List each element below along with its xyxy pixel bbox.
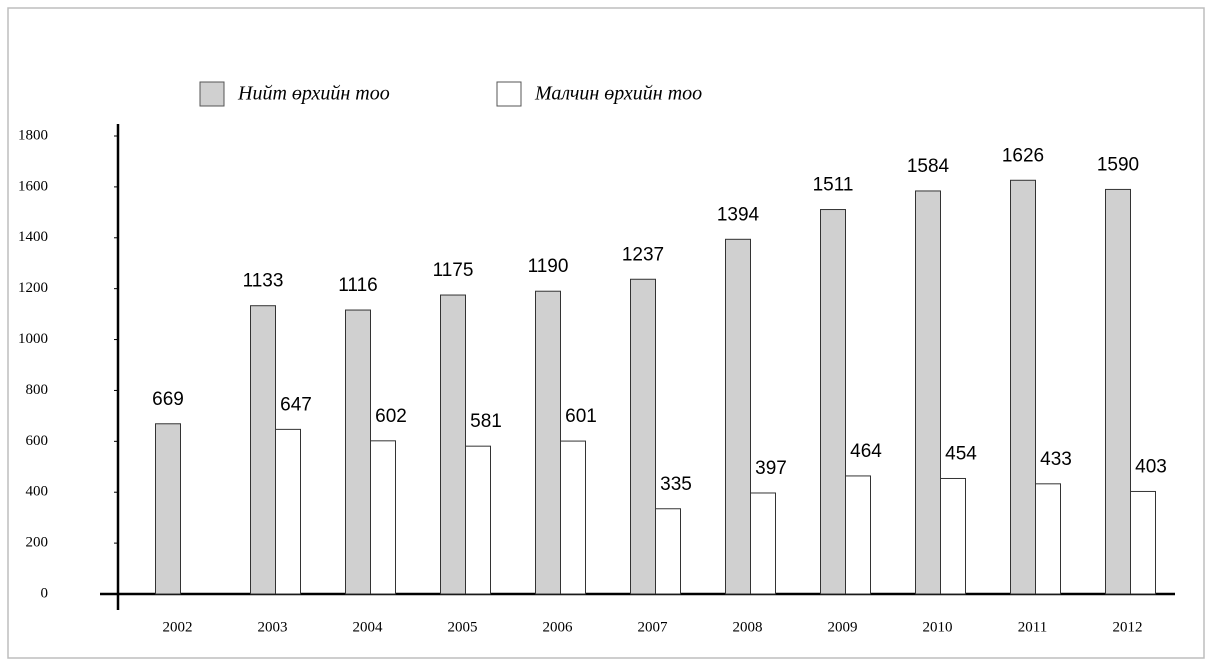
x-tick-label: 2003 [258, 619, 288, 635]
bar [535, 290, 561, 595]
value-label: 1394 [717, 204, 760, 225]
x-tick-label: 2002 [163, 619, 193, 635]
x-tick-label: 2004 [353, 619, 384, 635]
value-label: 1626 [1002, 145, 1044, 166]
legend-swatch [496, 81, 522, 107]
y-tick-label: 1000 [18, 331, 48, 347]
value-label: 581 [470, 411, 502, 432]
bar [820, 209, 846, 595]
value-label: 1116 [338, 275, 377, 296]
bar [560, 440, 586, 595]
bar [1105, 188, 1131, 595]
y-tick-label: 600 [26, 433, 49, 449]
x-tick-label: 2005 [448, 619, 478, 635]
bar [1130, 490, 1156, 595]
value-label: 1237 [622, 244, 664, 265]
bar [275, 428, 301, 595]
bar [655, 508, 681, 595]
legend-swatch [199, 81, 225, 107]
x-tick-label: 2007 [638, 619, 669, 635]
value-label: 1584 [907, 156, 950, 177]
bar [250, 305, 276, 595]
x-tick-label: 2010 [923, 619, 953, 635]
y-tick-label: 800 [26, 382, 49, 398]
value-label: 1590 [1097, 154, 1139, 175]
value-label: 433 [1040, 449, 1072, 470]
value-label: 647 [280, 394, 312, 415]
bar [155, 423, 181, 595]
bar [370, 440, 396, 595]
x-tick-label: 2009 [828, 619, 858, 635]
value-label: 454 [945, 443, 977, 464]
value-label: 1190 [528, 256, 569, 277]
bar [940, 477, 966, 595]
value-label: 602 [375, 406, 407, 427]
bar [750, 492, 776, 595]
bar [845, 475, 871, 595]
bar [1035, 483, 1061, 595]
value-label: 669 [152, 389, 184, 410]
value-label: 601 [565, 406, 597, 427]
y-tick-label: 1200 [18, 280, 48, 296]
x-tick-label: 2008 [733, 619, 763, 635]
y-tick-label: 1400 [18, 229, 48, 245]
y-tick-label: 0 [41, 585, 49, 601]
bar [440, 294, 466, 595]
value-label: 1511 [813, 175, 854, 196]
y-tick-label: 200 [26, 535, 49, 551]
bar [915, 190, 941, 595]
bar [1010, 179, 1036, 595]
chart-frame [7, 7, 1205, 659]
value-label: 335 [660, 474, 692, 495]
x-tick-label: 2011 [1018, 619, 1047, 635]
x-tick-label: 2006 [543, 619, 574, 635]
legend-label: Малчин өрхийн тоо [534, 83, 702, 105]
bar [725, 238, 751, 595]
x-tick-label: 2012 [1113, 619, 1143, 635]
y-tick-label: 1800 [18, 127, 48, 143]
value-label: 397 [755, 458, 787, 479]
bar [345, 309, 371, 595]
value-label: 403 [1135, 456, 1167, 477]
bar [465, 445, 491, 595]
legend-label: Нийт өрхийн тоо [237, 83, 390, 105]
value-label: 1175 [433, 260, 474, 281]
bar [630, 278, 656, 595]
y-tick-label: 400 [26, 484, 49, 500]
value-label: 1133 [243, 271, 284, 292]
y-tick-label: 1600 [18, 178, 48, 194]
value-label: 464 [850, 441, 882, 462]
